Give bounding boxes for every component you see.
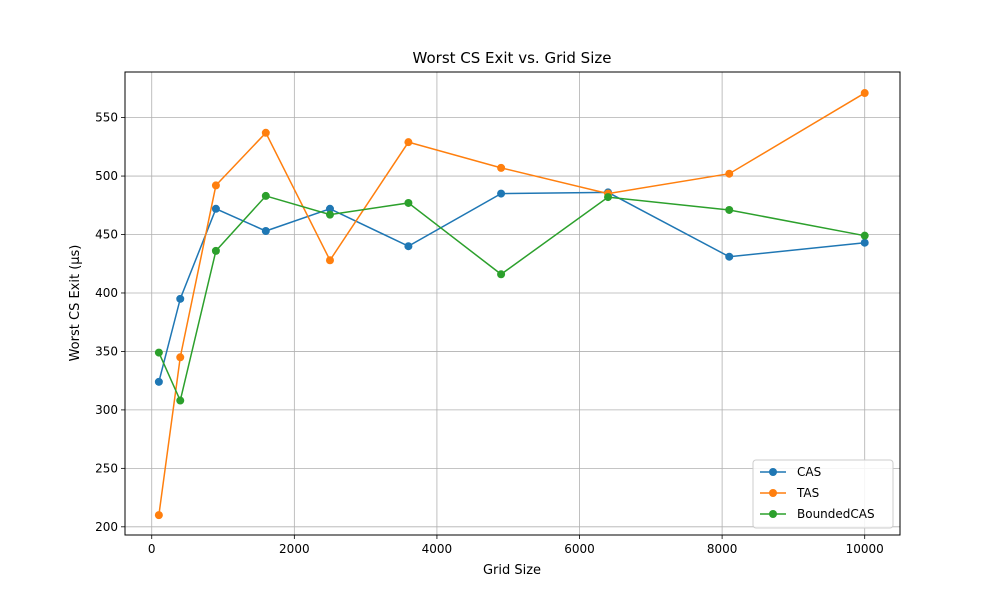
data-point-tas bbox=[261, 128, 270, 137]
data-point-boundedcas bbox=[860, 231, 869, 240]
series-tas bbox=[154, 89, 869, 520]
data-point-boundedcas bbox=[604, 193, 613, 202]
data-point-cas bbox=[211, 204, 220, 213]
legend-box bbox=[752, 459, 894, 529]
data-point-cas bbox=[725, 252, 734, 261]
grid bbox=[125, 72, 900, 535]
data-point-boundedcas bbox=[261, 191, 270, 200]
x-tick-label: 10000 bbox=[846, 542, 884, 556]
data-point-tas bbox=[211, 181, 220, 190]
data-point-boundedcas bbox=[176, 396, 185, 405]
data-point-cas bbox=[404, 242, 413, 251]
series-cas bbox=[154, 188, 869, 386]
axis-ticks: 0 2000 4000 6000 8000 10000 200 250 300 350 400 450… bbox=[95, 111, 884, 556]
x-tick-label: 4000 bbox=[422, 542, 453, 556]
data-point-tas bbox=[497, 163, 506, 172]
data-point-boundedcas bbox=[497, 270, 506, 279]
x-axis-label: Grid Size bbox=[483, 563, 541, 578]
y-tick-label: 450 bbox=[95, 228, 118, 242]
data-point-boundedcas bbox=[211, 246, 220, 255]
y-tick-label: 400 bbox=[95, 286, 118, 300]
data-point-boundedcas bbox=[325, 210, 334, 219]
y-tick-label: 350 bbox=[95, 344, 118, 358]
data-point-boundedcas bbox=[154, 348, 163, 357]
legend-label-tas: TAS bbox=[796, 486, 819, 500]
data-point-tas bbox=[154, 511, 163, 520]
legend-marker-tas bbox=[769, 489, 777, 497]
y-tick-label: 250 bbox=[95, 461, 118, 475]
plot-frame bbox=[124, 71, 901, 536]
data-point-cas bbox=[325, 204, 334, 213]
series-line-boundedcas bbox=[158, 195, 865, 403]
series-boundedcas bbox=[154, 191, 869, 405]
series-group bbox=[154, 89, 869, 520]
x-tick-label: 8000 bbox=[707, 542, 738, 556]
x-tick-label: 0 bbox=[148, 542, 156, 556]
data-point-tas bbox=[176, 353, 185, 362]
x-tick-label: 6000 bbox=[564, 542, 595, 556]
legend-marker-cas bbox=[769, 468, 777, 476]
data-point-tas bbox=[860, 89, 869, 98]
data-point-cas bbox=[860, 238, 869, 247]
data-point-tas bbox=[325, 256, 334, 265]
y-tick-label: 550 bbox=[95, 111, 118, 125]
x-tick-label: 2000 bbox=[279, 542, 310, 556]
legend-marker-boundedcas bbox=[769, 510, 777, 518]
y-tick-label: 300 bbox=[95, 403, 118, 417]
data-point-tas bbox=[404, 138, 413, 147]
y-tick-label: 500 bbox=[95, 169, 118, 183]
legend-label-boundedcas: BoundedCAS bbox=[797, 507, 875, 521]
legend-label-cas: CAS bbox=[797, 465, 821, 479]
data-point-boundedcas bbox=[725, 205, 734, 214]
legend-item-tas: TAS bbox=[760, 486, 819, 500]
legend-item-boundedcas: BoundedCAS bbox=[760, 507, 875, 521]
legend: CAS TAS BoundedCAS bbox=[752, 459, 894, 529]
y-tick-label: 200 bbox=[95, 520, 118, 534]
series-line-cas bbox=[158, 191, 865, 383]
data-point-boundedcas bbox=[404, 198, 413, 207]
data-point-cas bbox=[261, 227, 270, 236]
y-axis-label: Worst CS Exit (µs) bbox=[68, 245, 83, 362]
chart-title: Worst CS Exit vs. Grid Size bbox=[413, 49, 612, 67]
data-point-cas bbox=[176, 294, 185, 303]
data-point-cas bbox=[154, 377, 163, 386]
data-point-tas bbox=[725, 169, 734, 178]
legend-item-cas: CAS bbox=[760, 465, 821, 479]
data-point-cas bbox=[497, 189, 506, 198]
series-line-tas bbox=[158, 92, 866, 516]
